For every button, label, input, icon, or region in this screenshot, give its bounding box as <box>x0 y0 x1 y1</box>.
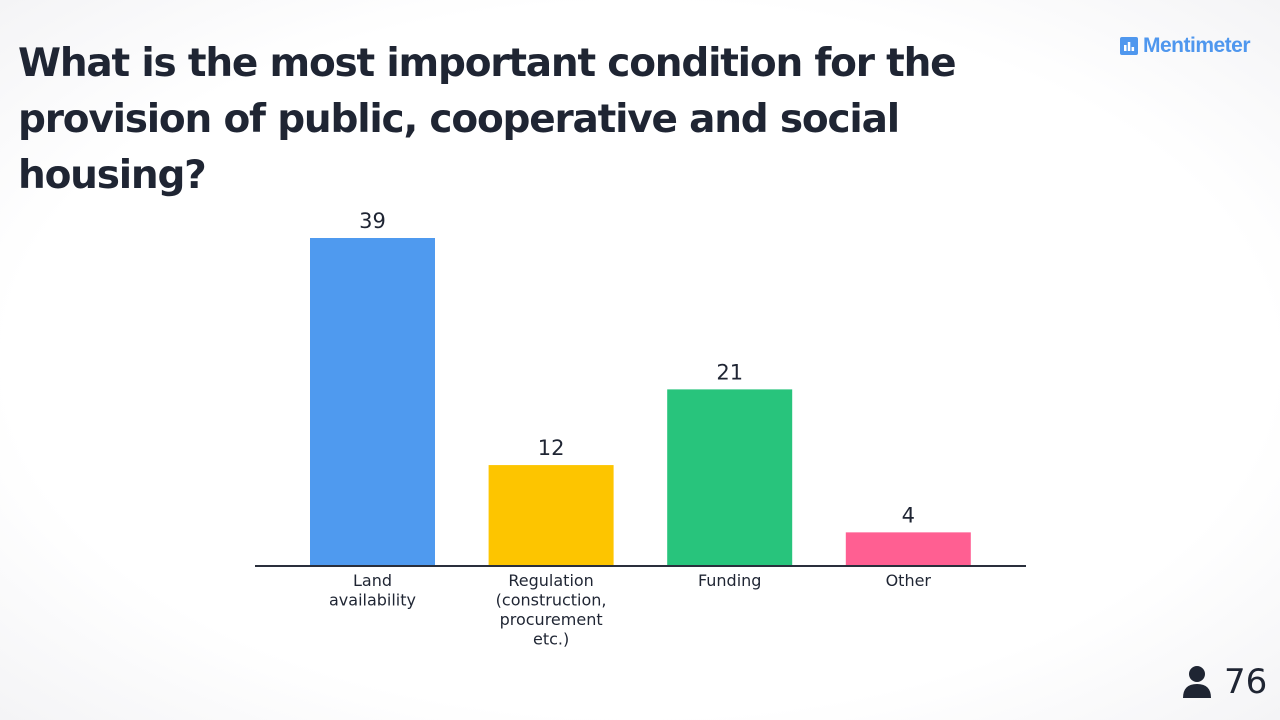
category-label-line: etc.) <box>533 630 569 649</box>
page-title: What is the most important condition for… <box>18 36 1078 204</box>
category-label-line: Land <box>353 571 392 590</box>
category-label-1: Regulation (construction, procurement etc.) <box>496 571 607 649</box>
category-label-line: Funding <box>698 571 762 590</box>
category-label-line: Regulation <box>508 571 593 590</box>
bar-value-label-1: 12 <box>538 436 565 460</box>
bar-2 <box>667 389 793 566</box>
bar-3 <box>845 532 971 566</box>
title-line-2: provision of public, cooperative and soc… <box>18 97 900 198</box>
category-label-line: Other <box>886 571 932 590</box>
bar-value-label-0: 39 <box>359 209 386 233</box>
participant-count: 76 <box>1182 660 1267 704</box>
mentimeter-logo-icon <box>1120 37 1138 55</box>
bar-1 <box>488 465 614 566</box>
category-label-3: Other <box>886 571 932 590</box>
category-label-line: procurement <box>500 610 603 629</box>
category-label-2: Funding <box>698 571 762 590</box>
person-icon <box>1183 666 1211 698</box>
title-line-1: What is the most important condition for… <box>18 41 957 86</box>
bar-0 <box>310 238 435 566</box>
mentimeter-logo[interactable]: Mentimeter <box>1120 34 1251 58</box>
bar-value-label-2: 21 <box>716 360 743 384</box>
participant-count-value: 76 <box>1224 662 1268 702</box>
category-label-line: (construction, <box>496 591 607 610</box>
brand-name: Mentimeter <box>1143 34 1251 57</box>
category-label-0: Land availability <box>329 571 416 610</box>
category-label-line: availability <box>329 591 416 610</box>
bar-value-label-3: 4 <box>902 503 915 527</box>
